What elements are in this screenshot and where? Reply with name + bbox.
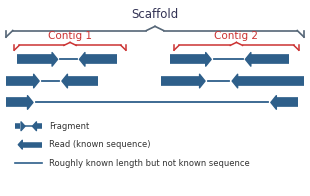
Text: Contig 2: Contig 2: [215, 31, 259, 41]
Text: Read (known sequence): Read (known sequence): [49, 140, 151, 149]
Text: Fragment: Fragment: [49, 122, 89, 131]
Text: Contig 1: Contig 1: [48, 31, 92, 41]
Text: Scaffold: Scaffold: [131, 8, 179, 21]
Text: Roughly known length but not known sequence: Roughly known length but not known seque…: [49, 159, 250, 168]
